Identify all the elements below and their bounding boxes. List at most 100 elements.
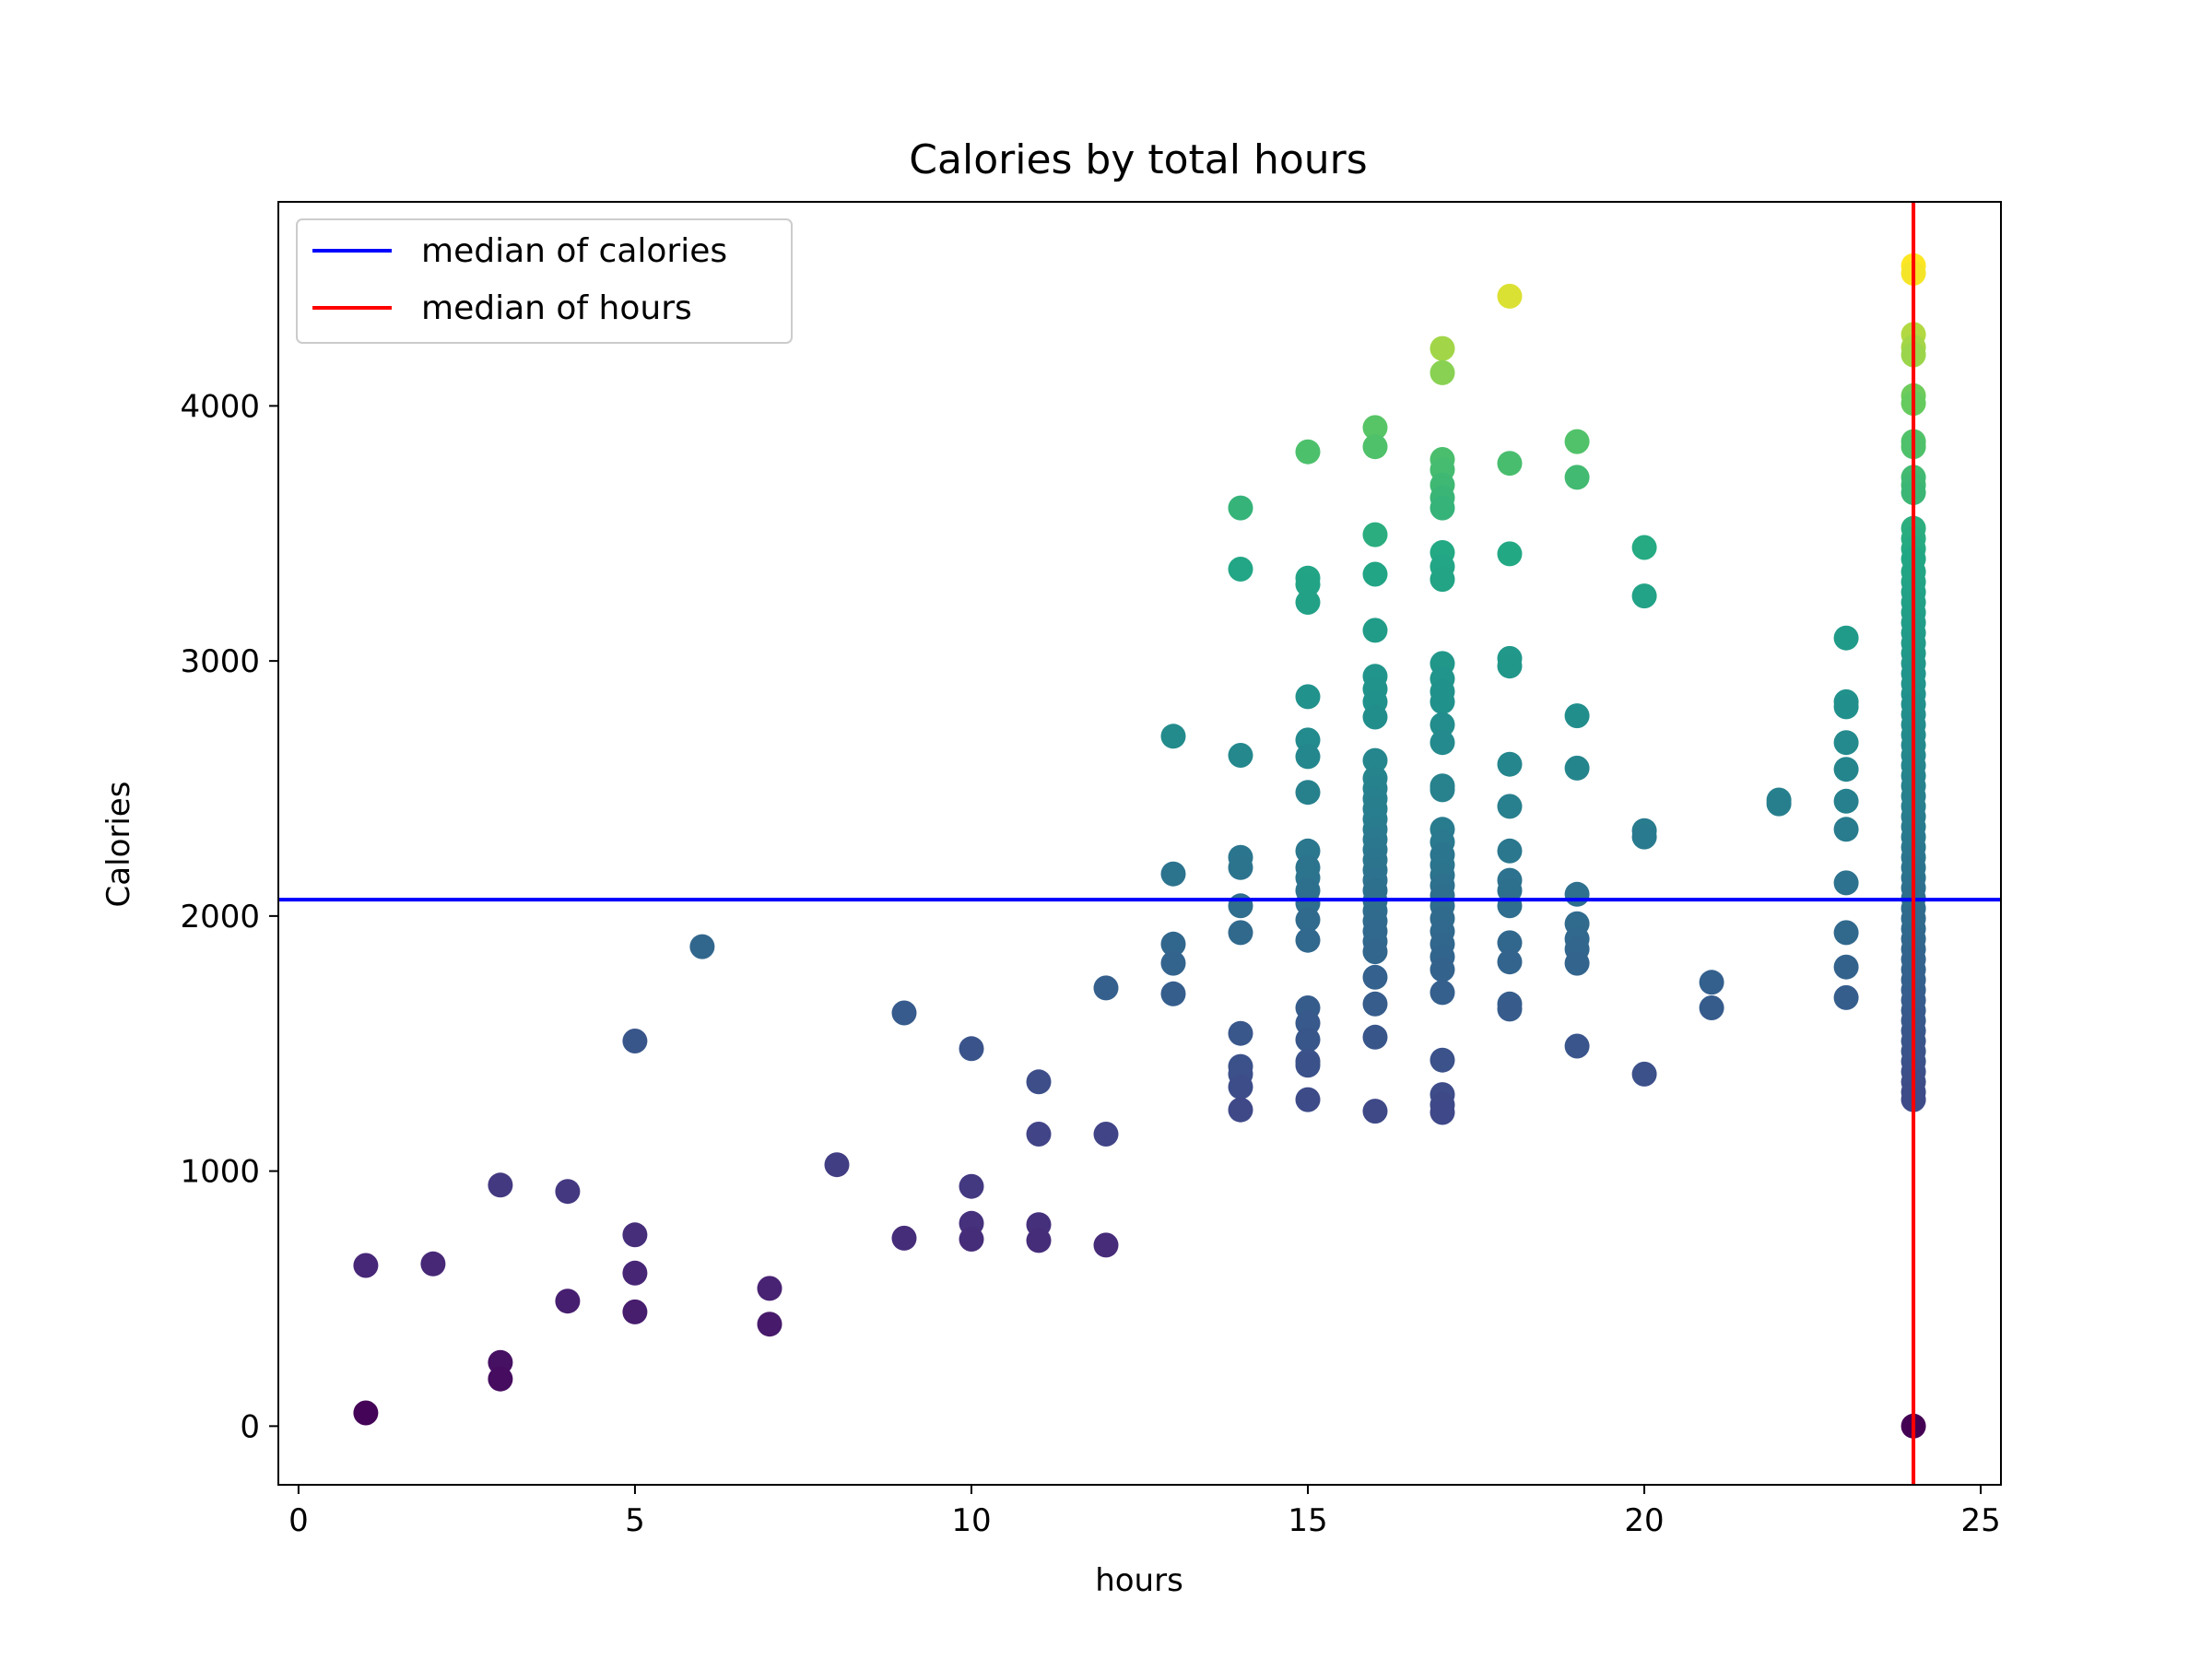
- data-point: [1228, 557, 1253, 582]
- data-point: [1631, 824, 1657, 850]
- data-point: [1833, 757, 1859, 782]
- data-point: [1833, 817, 1859, 842]
- data-point: [959, 1227, 984, 1252]
- y-tick-label: 2000: [180, 899, 260, 935]
- legend-label-median-calories: median of calories: [421, 232, 727, 270]
- data-point: [1497, 996, 1523, 1022]
- data-point: [1564, 881, 1590, 907]
- data-point: [1228, 1020, 1253, 1046]
- data-point: [1497, 838, 1523, 864]
- data-point: [1497, 949, 1523, 975]
- data-point: [1362, 991, 1388, 1017]
- data-point: [959, 1036, 984, 1062]
- data-point: [1026, 1228, 1052, 1253]
- data-point: [1833, 870, 1859, 896]
- data-points: [353, 253, 1926, 1439]
- data-point: [1228, 1097, 1253, 1123]
- data-point: [1833, 920, 1859, 946]
- plot-area-frame: [277, 201, 2002, 1486]
- data-point: [1699, 995, 1724, 1020]
- data-point: [622, 1260, 648, 1286]
- data-point: [1564, 429, 1590, 454]
- data-point: [1093, 1122, 1119, 1147]
- data-point: [1430, 688, 1455, 714]
- data-point: [1295, 684, 1321, 710]
- data-point: [488, 1366, 513, 1392]
- data-point: [1295, 1087, 1321, 1112]
- x-tick-label: 25: [1960, 1502, 2000, 1539]
- data-point: [1160, 861, 1186, 887]
- data-point: [1026, 1122, 1052, 1147]
- data-point: [1564, 465, 1590, 490]
- data-point: [1430, 1047, 1455, 1073]
- data-point: [1833, 954, 1859, 980]
- data-point: [1631, 1061, 1657, 1087]
- chart-title: Calories by total hours: [909, 136, 1367, 183]
- y-tick-label: 0: [240, 1408, 260, 1445]
- data-point: [1430, 980, 1455, 1006]
- data-point: [1362, 939, 1388, 965]
- data-point: [1699, 970, 1724, 995]
- data-point: [891, 1225, 917, 1251]
- data-point: [353, 1253, 379, 1278]
- data-point: [1564, 1033, 1590, 1059]
- data-point: [1497, 541, 1523, 567]
- data-point: [1228, 893, 1253, 919]
- data-point: [1295, 439, 1321, 465]
- data-point: [1497, 451, 1523, 477]
- data-point: [1430, 957, 1455, 982]
- data-point: [1430, 712, 1455, 737]
- data-point: [1497, 751, 1523, 777]
- data-point: [1362, 1024, 1388, 1050]
- data-point: [1295, 590, 1321, 615]
- x-axis-ticks: 0 5 10 15 20 25: [288, 1485, 2001, 1539]
- x-tick-label: 20: [1624, 1502, 1664, 1539]
- data-point: [1497, 893, 1523, 919]
- y-tick-label: 4000: [180, 388, 260, 425]
- y-axis-label: Calories: [100, 782, 137, 908]
- x-tick-label: 10: [951, 1502, 991, 1539]
- data-point: [1093, 1232, 1119, 1258]
- data-point: [1228, 743, 1253, 768]
- legend-label-median-hours: median of hours: [421, 289, 692, 327]
- x-tick-label: 15: [1288, 1502, 1327, 1539]
- data-point: [1093, 975, 1119, 1001]
- data-point: [1362, 1099, 1388, 1124]
- data-point: [1228, 1074, 1253, 1100]
- data-point: [1362, 704, 1388, 730]
- data-point: [1564, 755, 1590, 781]
- data-point: [1160, 950, 1186, 976]
- data-point: [1160, 931, 1186, 957]
- legend-box: [296, 218, 793, 344]
- data-point: [1295, 571, 1321, 597]
- data-point: [1631, 535, 1657, 560]
- data-point: [1430, 777, 1455, 803]
- data-point: [824, 1152, 850, 1178]
- data-point: [1833, 730, 1859, 756]
- data-point: [1430, 359, 1455, 385]
- data-point: [1362, 964, 1388, 990]
- data-point: [1362, 747, 1388, 773]
- x-tick-label: 5: [625, 1502, 645, 1539]
- data-point: [1497, 653, 1523, 679]
- data-point: [1228, 920, 1253, 946]
- data-point: [757, 1312, 782, 1337]
- data-point: [1295, 744, 1321, 770]
- y-tick-label: 1000: [180, 1154, 260, 1191]
- data-point: [555, 1179, 581, 1205]
- legend: median of calories median of hours: [296, 218, 793, 344]
- data-point: [1228, 854, 1253, 880]
- data-point: [1833, 625, 1859, 651]
- data-point: [1362, 618, 1388, 643]
- data-point: [757, 1276, 782, 1301]
- data-point: [1564, 703, 1590, 729]
- x-axis-label: hours: [1095, 1562, 1183, 1599]
- data-point: [1430, 730, 1455, 756]
- data-point: [1430, 495, 1455, 521]
- data-point: [1295, 1027, 1321, 1053]
- data-point: [1430, 335, 1455, 361]
- data-point: [622, 1299, 648, 1324]
- data-point: [1833, 788, 1859, 814]
- data-point: [1497, 794, 1523, 819]
